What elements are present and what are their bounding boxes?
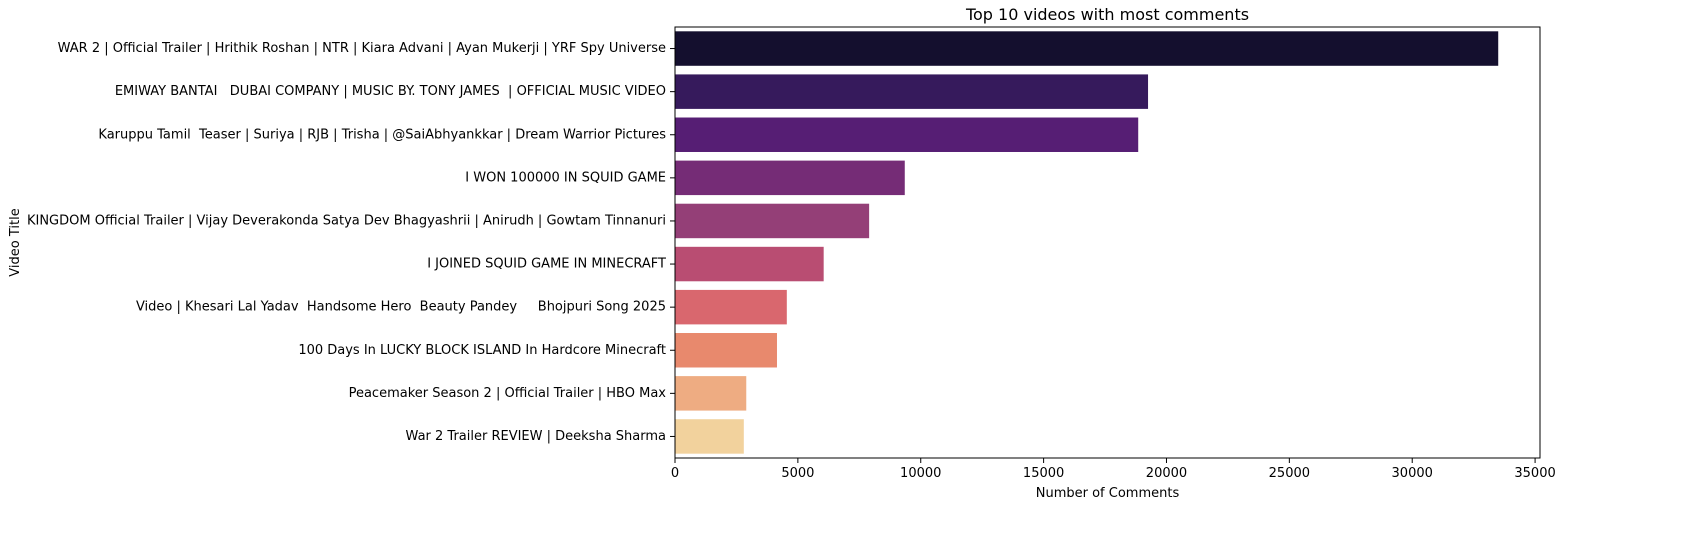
x-tick-label: 0 (671, 466, 679, 481)
y-tick-label: EMIWAY BANTAI DUBAI COMPANY | MUSIC BY. … (115, 84, 666, 99)
bar-4 (675, 160, 905, 196)
bars-group (675, 31, 1499, 454)
x-tick-label: 20000 (1146, 466, 1187, 481)
chart-title: Top 10 videos with most comments (965, 5, 1249, 24)
x-tick-label: 25000 (1269, 466, 1310, 481)
bar-2 (675, 74, 1149, 109)
y-tick-label: KINGDOM Official Trailer | Vijay Deverak… (27, 213, 666, 228)
bar-8 (675, 333, 777, 368)
y-tick-label: Video | Khesari Lal Yadav Handsome Hero … (136, 300, 666, 315)
x-tick-label: 35000 (1514, 466, 1555, 481)
x-ticks: 0 5000 10000 15000 20000 25000 30000 35000 (671, 458, 1556, 481)
plot-frame (674, 26, 1541, 459)
bar-9 (675, 376, 747, 411)
y-axis-label: Video Title (8, 208, 23, 276)
y-tick-label: Karuppu Tamil Teaser | Suriya | RJB | Tr… (98, 127, 666, 142)
y-tick-label: Peacemaker Season 2 | Official Trailer |… (349, 386, 667, 401)
bar-10 (675, 419, 744, 454)
bar-1 (675, 31, 1499, 66)
x-axis-label: Number of Comments (1036, 486, 1180, 501)
y-tick-labels: WAR 2 | Official Trailer | Hrithik Rosha… (27, 41, 675, 444)
bar-5 (675, 203, 870, 239)
y-tick-label: I WON 100000 IN SQUID GAME (465, 170, 666, 185)
x-tick-label: 10000 (900, 466, 941, 481)
x-tick-label: 5000 (781, 466, 814, 481)
y-tick-label: War 2 Trailer REVIEW | Deeksha Sharma (406, 429, 666, 444)
x-tick-label: 15000 (1023, 466, 1064, 481)
y-tick-label: I JOINED SQUID GAME IN MINECRAFT (427, 257, 666, 272)
bar-3 (675, 117, 1139, 152)
y-tick-label: 100 Days In LUCKY BLOCK ISLAND In Hardco… (298, 343, 666, 358)
x-tick-label: 30000 (1392, 466, 1433, 481)
y-tick-label: WAR 2 | Official Trailer | Hrithik Rosha… (58, 41, 666, 56)
bar-6 (675, 246, 824, 282)
bar-7 (675, 289, 787, 325)
